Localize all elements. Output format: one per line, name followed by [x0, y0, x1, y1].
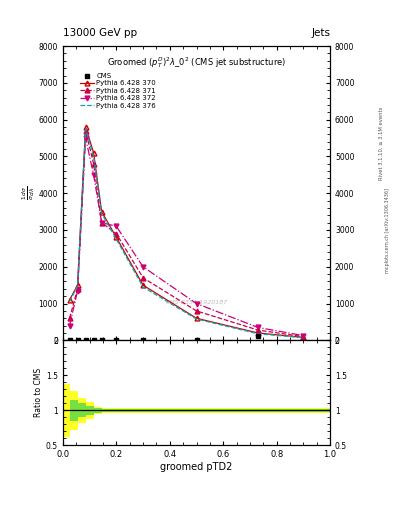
CMS	[194, 337, 199, 344]
Pythia 6.428 376	[83, 126, 88, 132]
Pythia 6.428 376	[255, 331, 260, 337]
CMS	[83, 337, 88, 344]
Pythia 6.428 370	[83, 124, 88, 130]
Text: CMS-2354-1920187: CMS-2354-1920187	[165, 300, 228, 305]
Pythia 6.428 370	[194, 315, 199, 322]
Pythia 6.428 370	[99, 208, 104, 215]
Line: Pythia 6.428 370: Pythia 6.428 370	[67, 124, 306, 340]
Pythia 6.428 376	[67, 298, 72, 305]
Pythia 6.428 372	[67, 323, 72, 329]
X-axis label: groomed pTD2: groomed pTD2	[160, 462, 233, 472]
CMS	[99, 337, 104, 344]
CMS	[255, 332, 260, 338]
Line: Pythia 6.428 372: Pythia 6.428 372	[67, 136, 306, 338]
Line: Pythia 6.428 371: Pythia 6.428 371	[67, 128, 306, 339]
Pythia 6.428 370	[114, 234, 119, 241]
CMS	[114, 337, 119, 344]
Pythia 6.428 372	[255, 325, 260, 331]
Pythia 6.428 372	[99, 220, 104, 226]
Pythia 6.428 371	[255, 327, 260, 333]
Pythia 6.428 370	[301, 334, 306, 340]
Pythia 6.428 372	[75, 288, 80, 294]
Pythia 6.428 372	[114, 223, 119, 229]
Text: Jets: Jets	[311, 28, 330, 38]
CMS	[75, 337, 80, 344]
Pythia 6.428 371	[141, 275, 145, 281]
Pythia 6.428 370	[67, 297, 72, 303]
Pythia 6.428 371	[75, 286, 80, 292]
Pythia 6.428 372	[141, 264, 145, 270]
Pythia 6.428 372	[194, 301, 199, 307]
Pythia 6.428 376	[301, 335, 306, 341]
Line: CMS: CMS	[68, 333, 260, 343]
Text: Groomed $(p_T^D)^2\lambda\_0^2$ (CMS jet substructure): Groomed $(p_T^D)^2\lambda\_0^2$ (CMS jet…	[107, 55, 286, 70]
Pythia 6.428 372	[83, 135, 88, 141]
Pythia 6.428 376	[91, 154, 96, 160]
Pythia 6.428 372	[301, 332, 306, 338]
CMS	[91, 337, 96, 344]
Pythia 6.428 371	[67, 315, 72, 322]
Pythia 6.428 371	[83, 127, 88, 134]
Pythia 6.428 376	[141, 284, 145, 290]
Pythia 6.428 370	[91, 150, 96, 156]
Pythia 6.428 370	[75, 282, 80, 288]
Y-axis label: $\frac{1}{\sigma}\frac{d\sigma}{d\lambda}$: $\frac{1}{\sigma}\frac{d\sigma}{d\lambda…	[21, 186, 37, 200]
Pythia 6.428 370	[255, 330, 260, 336]
Pythia 6.428 371	[114, 230, 119, 237]
Pythia 6.428 376	[99, 210, 104, 217]
Pythia 6.428 371	[91, 161, 96, 167]
CMS	[141, 337, 145, 344]
Y-axis label: Ratio to CMS: Ratio to CMS	[34, 368, 43, 417]
Pythia 6.428 376	[194, 316, 199, 322]
Pythia 6.428 371	[301, 334, 306, 340]
Text: mcplots.cern.ch [arXiv:1306.3436]: mcplots.cern.ch [arXiv:1306.3436]	[385, 188, 389, 273]
CMS	[67, 337, 72, 344]
Line: Pythia 6.428 376: Pythia 6.428 376	[70, 129, 303, 338]
Legend: CMS, Pythia 6.428 370, Pythia 6.428 371, Pythia 6.428 372, Pythia 6.428 376: CMS, Pythia 6.428 370, Pythia 6.428 371,…	[80, 73, 156, 109]
Pythia 6.428 372	[91, 172, 96, 178]
Pythia 6.428 370	[141, 282, 145, 288]
Pythia 6.428 376	[75, 283, 80, 289]
Text: 13000 GeV pp: 13000 GeV pp	[63, 28, 137, 38]
Text: Rivet 3.1.10, ≥ 3.1M events: Rivet 3.1.10, ≥ 3.1M events	[379, 106, 384, 180]
Pythia 6.428 371	[194, 308, 199, 314]
Pythia 6.428 376	[114, 236, 119, 242]
Pythia 6.428 371	[99, 220, 104, 226]
